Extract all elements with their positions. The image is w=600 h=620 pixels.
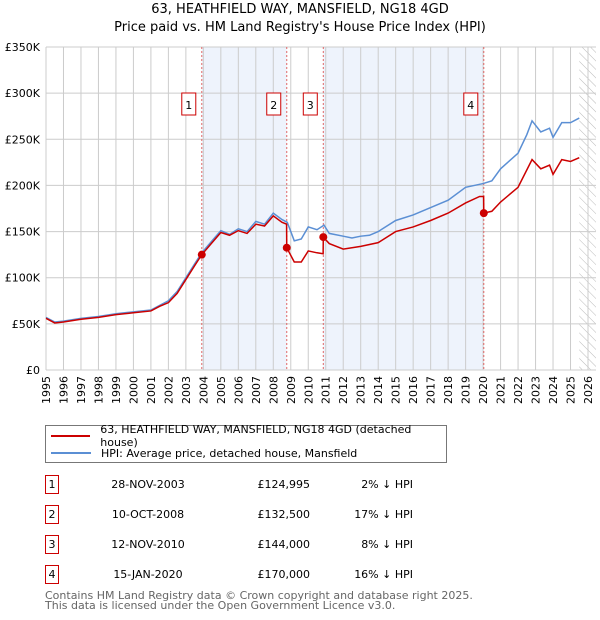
x-tick-label: 2013 bbox=[355, 376, 368, 404]
legend: 63, HEATHFIELD WAY, MANSFIELD, NG18 4GD … bbox=[45, 423, 447, 463]
sale-hpi-diff: 8% ↓ HPI bbox=[361, 538, 413, 551]
x-tick-label: 2003 bbox=[180, 376, 193, 404]
x-tick-label: 2017 bbox=[425, 376, 438, 404]
sale-point bbox=[282, 243, 291, 252]
x-tick-label: 2026 bbox=[582, 376, 595, 404]
sale-hpi-diff: 16% ↓ HPI bbox=[354, 568, 413, 581]
y-tick-label: £150K bbox=[5, 226, 41, 239]
sale-point bbox=[319, 233, 328, 242]
y-tick-label: £300K bbox=[5, 87, 41, 100]
sale-hpi-diff: 2% ↓ HPI bbox=[361, 478, 413, 491]
sale-date: 12-NOV-2010 bbox=[111, 538, 185, 551]
sale-label-box bbox=[181, 92, 197, 116]
sale-number-badge: 4 bbox=[45, 565, 59, 584]
x-tick-label: 2004 bbox=[197, 376, 210, 404]
sale-label: 2 bbox=[270, 99, 277, 112]
y-tick-label: £0 bbox=[26, 364, 40, 377]
sale-number-badge: 3 bbox=[45, 535, 59, 554]
x-tick-label: 2018 bbox=[442, 376, 455, 404]
sale-price: £170,000 bbox=[257, 568, 311, 581]
y-tick-label: £50K bbox=[12, 318, 41, 331]
footer-licence: This data is licensed under the Open Gov… bbox=[45, 599, 396, 612]
sale-row: 4 15-JAN-2020 £170,000 16% ↓ HPI bbox=[45, 565, 465, 585]
y-tick-label: £250K bbox=[5, 133, 41, 146]
x-tick-label: 2019 bbox=[460, 376, 473, 404]
chart-subtitle: Price paid vs. HM Land Registry's House … bbox=[114, 20, 486, 35]
x-tick-label: 2024 bbox=[547, 376, 560, 404]
x-tick-label: 2011 bbox=[320, 376, 333, 404]
x-tick-label: 2022 bbox=[512, 376, 525, 404]
sale-number-badge: 1 bbox=[45, 475, 59, 494]
shaded-range bbox=[323, 47, 484, 370]
x-tick-label: 2012 bbox=[337, 376, 350, 404]
sale-row: 3 12-NOV-2010 £144,000 8% ↓ HPI bbox=[45, 535, 465, 555]
price-paid-line bbox=[45, 157, 580, 324]
y-tick-label: £350K bbox=[5, 41, 41, 54]
sale-label-box bbox=[266, 92, 282, 116]
sale-label: 3 bbox=[307, 99, 314, 112]
chart-title: 63, HEATHFIELD WAY, MANSFIELD, NG18 4GD bbox=[151, 2, 449, 17]
legend-item-hpi: HPI: Average price, detached house, Mans… bbox=[51, 445, 357, 461]
sale-point bbox=[479, 209, 488, 218]
sale-row: 2 10-OCT-2008 £132,500 17% ↓ HPI bbox=[45, 505, 465, 525]
x-tick-label: 2009 bbox=[285, 376, 298, 404]
sale-price: £144,000 bbox=[257, 538, 311, 551]
sale-label-box bbox=[463, 92, 479, 116]
x-tick-label: 2002 bbox=[162, 376, 175, 404]
x-tick-label: 2016 bbox=[407, 376, 420, 404]
sale-date: 15-JAN-2020 bbox=[113, 568, 183, 581]
sale-point bbox=[197, 250, 206, 259]
y-tick-label: £200K bbox=[5, 179, 41, 192]
x-tick-label: 1996 bbox=[57, 376, 70, 404]
x-tick-label: 1997 bbox=[75, 376, 88, 404]
sale-number-badge: 2 bbox=[45, 505, 59, 524]
legend-swatch bbox=[51, 452, 91, 454]
plot-area: 1995 1996 1997 1998 1999 2000 2001 2002 2003 2004… bbox=[5, 41, 596, 404]
x-tick-label: 2007 bbox=[250, 376, 263, 404]
x-tick-label: 1999 bbox=[110, 376, 123, 404]
sale-row: 1 28-NOV-2003 £124,995 2% ↓ HPI bbox=[45, 475, 465, 495]
x-tick-label: 2006 bbox=[232, 376, 245, 404]
x-tick-label: 2015 bbox=[390, 376, 403, 404]
x-tick-label: 2001 bbox=[145, 376, 158, 404]
sale-label-box bbox=[302, 92, 318, 116]
x-tick-label: 1998 bbox=[92, 376, 105, 404]
x-tick-label: 2005 bbox=[215, 376, 228, 404]
x-tick-label: 2020 bbox=[477, 376, 490, 404]
sale-label: 4 bbox=[467, 99, 474, 112]
sale-date: 28-NOV-2003 bbox=[111, 478, 185, 491]
y-tick-label: £100K bbox=[5, 272, 41, 285]
x-tick-label: 2014 bbox=[372, 376, 385, 404]
legend-item-property: 63, HEATHFIELD WAY, MANSFIELD, NG18 4GD … bbox=[51, 423, 446, 449]
sale-hpi-diff: 17% ↓ HPI bbox=[354, 508, 413, 521]
sale-price: £132,500 bbox=[257, 508, 311, 521]
sale-date: 10-OCT-2008 bbox=[111, 508, 185, 521]
footer-copyright: Contains HM Land Registry data © Crown c… bbox=[45, 589, 473, 602]
x-tick-label: 2008 bbox=[267, 376, 280, 404]
sale-label: 1 bbox=[185, 99, 192, 112]
x-tick-label: 2021 bbox=[495, 376, 508, 404]
x-tick-label: 2023 bbox=[530, 376, 543, 404]
x-tick-label: 1995 bbox=[40, 376, 53, 404]
x-tick-label: 2010 bbox=[302, 376, 315, 404]
x-tick-label: 2000 bbox=[127, 376, 140, 404]
x-tick-label: 2025 bbox=[565, 376, 578, 404]
legend-swatch bbox=[51, 435, 91, 437]
sale-price: £124,995 bbox=[257, 478, 311, 491]
hpi-line bbox=[45, 117, 580, 323]
